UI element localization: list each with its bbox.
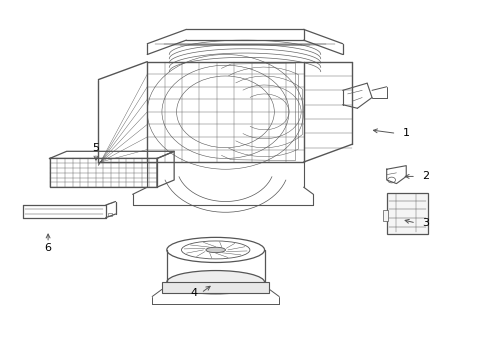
Bar [108,213,112,216]
Text: 4: 4 [190,288,197,298]
Text: 6: 6 [45,243,51,253]
Bar [387,193,428,234]
Text: 5: 5 [93,143,99,153]
Text: 2: 2 [422,171,429,181]
Ellipse shape [206,247,225,253]
Bar [162,282,270,293]
Text: 3: 3 [422,218,429,228]
Text: 1: 1 [403,129,410,138]
Ellipse shape [167,271,265,294]
Bar [383,211,388,221]
